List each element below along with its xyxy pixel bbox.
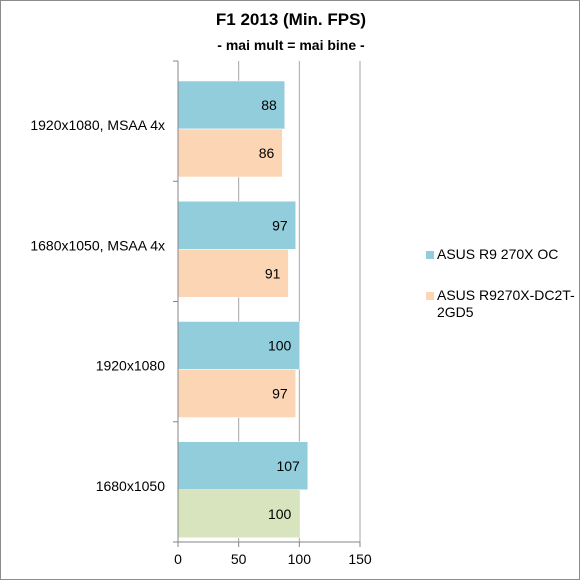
category-label: 1680x1050, MSAA 4x (30, 237, 165, 253)
bar (177, 249, 289, 298)
x-tick-label: 100 (288, 551, 312, 567)
data-label: 97 (272, 217, 288, 233)
category-label: 1680x1050 (96, 478, 166, 494)
bar (177, 80, 286, 130)
data-label: 88 (261, 97, 277, 113)
category-label: 1920x1080 (96, 358, 166, 374)
chart-subtitle: - mai mult = mai bine - (217, 37, 365, 53)
data-label: 100 (268, 338, 292, 354)
data-label: 91 (265, 265, 281, 281)
data-label: 107 (276, 458, 300, 474)
chart-title: F1 2013 (Min. FPS) (215, 10, 367, 29)
legend-swatch (426, 292, 434, 300)
legend-label: ASUS R9270X-DC2T-2GD5 (437, 287, 575, 320)
legend-label: ASUS R9 270X OC (437, 246, 559, 262)
legend: ASUS R9 270X OC ASUS R9270X-DC2T-2GD5 (426, 246, 576, 345)
bar (177, 128, 283, 178)
x-tick-label: 0 (174, 551, 182, 567)
bar (177, 201, 296, 250)
legend-swatch (426, 251, 434, 259)
bar (177, 489, 300, 538)
data-label: 100 (268, 506, 292, 522)
data-label: 97 (272, 386, 288, 402)
x-tick-label: 50 (231, 551, 247, 567)
data-label: 86 (259, 145, 275, 161)
x-tick-label: 150 (348, 551, 372, 567)
legend-item: ASUS R9270X-DC2T-2GD5 (426, 287, 576, 321)
legend-item: ASUS R9 270X OC (426, 246, 576, 263)
bar (177, 369, 296, 418)
category-label: 1920x1080, MSAA 4x (30, 117, 165, 133)
